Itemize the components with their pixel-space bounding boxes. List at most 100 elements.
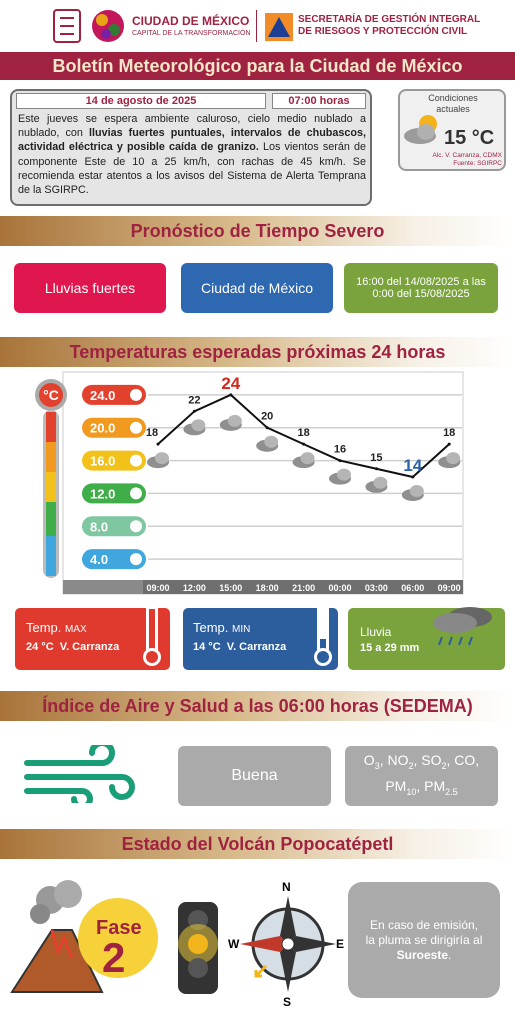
weather-icon (337, 468, 351, 481)
current-location: Alc. V. Carranza, CDMX (432, 152, 502, 159)
y-tick-dot (130, 553, 142, 566)
x-tick-label: 21:00 (292, 583, 315, 593)
value-label: 15 (370, 452, 382, 464)
card-qualifier: MAX (65, 624, 87, 635)
y-tick-label: 16.0 (90, 454, 115, 469)
bulletin-time: 07:00 horas (272, 93, 366, 109)
x-tick-label: 03:00 (365, 583, 388, 593)
y-tick-dot (130, 454, 142, 467)
weather-icon (264, 435, 279, 448)
bulletin-text: Este jueves se espera ambiente caluroso,… (18, 112, 366, 197)
pollutant: , NO (379, 752, 409, 769)
pollutant-list: O3, NO2, SO2, CO, PM10, PM2.5 (359, 750, 484, 802)
weather-icon (191, 419, 206, 432)
main-title: Boletín Meteorológico para la Ciudad de … (0, 52, 515, 80)
card-label: Temp. MAX (26, 620, 87, 635)
section-title: Índice de Aire y Salud a las 06:00 horas… (0, 691, 515, 721)
phase-label: Fase (96, 917, 142, 939)
bulletin-date: 14 de agosto de 2025 (16, 93, 266, 109)
bold-text: lluvias fuertes puntuales, intervalos de… (18, 127, 366, 154)
value-label: 16 (334, 444, 346, 456)
y-tick-pill (82, 549, 146, 570)
pollutant-subscript: 2 (408, 761, 414, 771)
y-tick-dot (130, 388, 142, 401)
point (265, 426, 269, 430)
section-title: Pronóstico de Tiempo Severo (0, 216, 515, 246)
weather-icon (292, 456, 315, 469)
chart-frame (62, 371, 464, 595)
point (447, 442, 451, 446)
compass-label: N (282, 880, 291, 894)
point (302, 442, 306, 446)
current-icon (404, 115, 437, 144)
x-tick-label: 12:00 (183, 583, 206, 593)
value-label: 18 (443, 427, 455, 439)
weather-icon (409, 485, 424, 497)
severe-area: Ciudad de México (181, 263, 333, 313)
x-tick-label: 18:00 (256, 583, 279, 593)
x-tick-label: 09:00 (146, 583, 169, 593)
y-tick-label: 4.0 (90, 552, 108, 567)
volcano-icons (10, 880, 336, 994)
x-axis-band (143, 580, 463, 594)
weather-icon (446, 452, 461, 465)
weather-icon (155, 452, 169, 465)
x-tick-label: 15:00 (219, 583, 242, 593)
text: Este jueves se espera ambiente caluroso,… (18, 113, 366, 140)
section-title: Estado del Volcán Popocatépetl (0, 829, 515, 859)
min-card (183, 608, 338, 670)
phase-number: 2 (102, 934, 126, 981)
weather-icon (227, 414, 242, 427)
card-detail: 14 °C V. Carranza (193, 641, 287, 653)
y-tick-label: 24.0 (90, 388, 115, 403)
section-title: Temperaturas esperadas próximas 24 horas (0, 337, 515, 367)
current-temperature: 15 °C (444, 127, 495, 149)
pollutant: O (363, 752, 375, 769)
weather-icon (147, 456, 169, 469)
wind-icon (24, 745, 135, 803)
text: Los vientos serán de componente Este de … (18, 141, 366, 197)
pollutant: , CO, PM (385, 752, 480, 794)
x-axis-band (63, 580, 143, 594)
pollutant-subscript: 2.5 (445, 786, 458, 797)
city-name: CIUDAD DE MÉXICO (132, 14, 250, 28)
point (374, 467, 378, 471)
pollutant-subscript: 3 (374, 761, 380, 771)
pollutants: O3, NO2, SO2, CO, PM10, PM2.5 (345, 746, 498, 806)
text: . (448, 947, 452, 962)
value-label: 20 (261, 411, 273, 423)
y-tick-pill (82, 450, 146, 471)
y-tick-label: 8.0 (90, 519, 108, 534)
card-qualifier: MIN (232, 624, 251, 635)
y-tick-dot (130, 421, 142, 434)
y-tick-pill (82, 417, 146, 438)
y-tick-dot (130, 487, 142, 500)
x-tick-label: 00:00 (328, 583, 351, 593)
air-quality: Buena (178, 746, 331, 806)
divider (256, 10, 257, 42)
y-tick-pill (82, 516, 146, 537)
card-detail: 15 a 29 mm (360, 642, 420, 654)
pc-logo (265, 13, 293, 41)
agency-name: SECRETARÍA DE GESTIÓN INTEGRAL DE RIESGO… (298, 14, 480, 38)
rich-text: Este jueves se espera ambiente caluroso,… (18, 113, 366, 196)
pollutant-subscript: 2 (441, 761, 447, 771)
unit-label: °C (43, 387, 59, 403)
y-tick-label: 12.0 (90, 486, 115, 501)
rich-text: En caso de emisión, la pluma se dirigirí… (364, 918, 484, 963)
point (156, 442, 160, 446)
card-detail: 24 °C V. Carranza (26, 641, 120, 653)
weather-icon (219, 418, 242, 431)
weather-icon (329, 472, 351, 485)
logo-icons (53, 9, 124, 43)
y-tick-dot (130, 520, 142, 533)
value-label: 18 (297, 427, 309, 439)
compass-label: S (283, 995, 292, 1009)
weather-icon (183, 423, 206, 436)
thermometer: °C (35, 379, 67, 578)
bold-text: Suroeste (396, 947, 448, 962)
weather-icon (365, 480, 388, 493)
compass-label: E (336, 937, 345, 951)
weather-icon (373, 476, 388, 489)
